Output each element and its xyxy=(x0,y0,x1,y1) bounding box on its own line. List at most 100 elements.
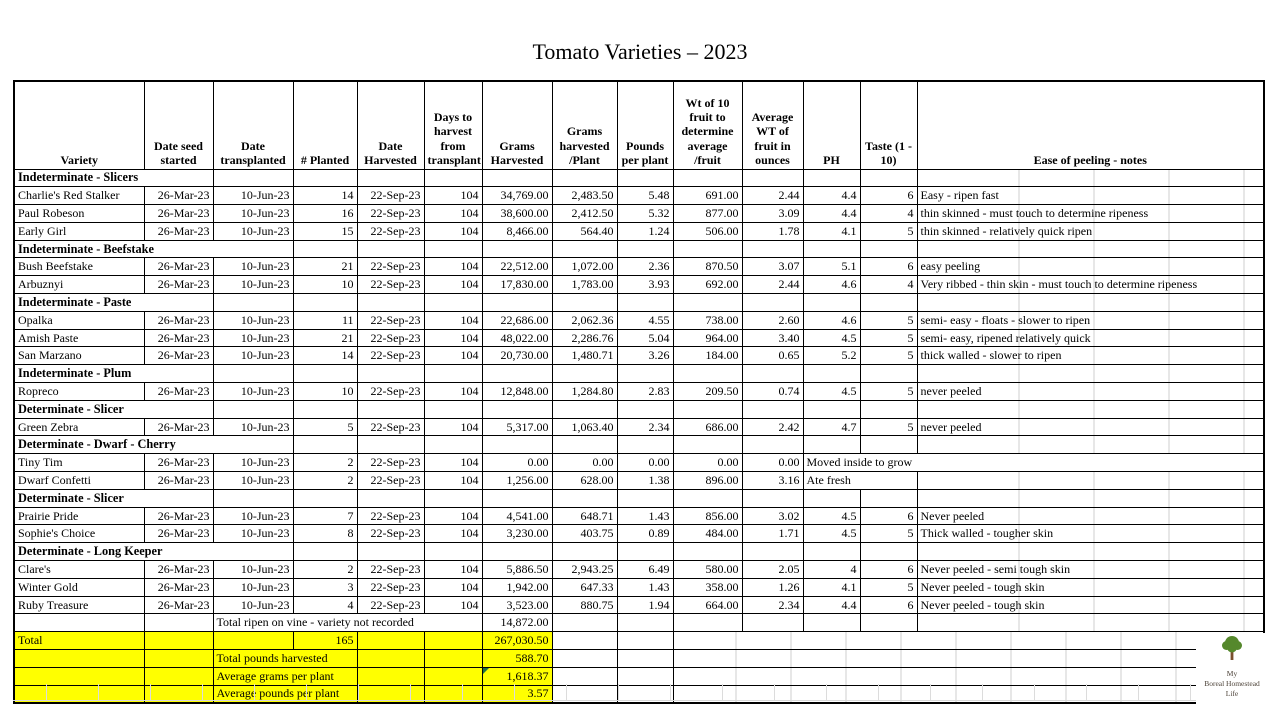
cell-pounds-per-plant[interactable]: 1.43 xyxy=(616,577,674,597)
column-header-days-to-harvest[interactable]: Days to harvest from transplant xyxy=(423,80,483,170)
cell-taste[interactable]: 5 xyxy=(859,221,918,241)
cell-grams-harvested[interactable]: 5,317.00 xyxy=(481,417,553,437)
cell-date-seed-started[interactable]: 26-Mar-23 xyxy=(143,346,214,366)
cell-date-seed-started[interactable]: 26-Mar-23 xyxy=(143,560,214,579)
column-header-grams-per-plant[interactable]: Grams harvested /Plant xyxy=(551,80,618,170)
cell-taste[interactable] xyxy=(859,364,918,384)
cell-grams-harvested[interactable]: 34,769.00 xyxy=(481,186,553,206)
cell-ph[interactable]: 5.2 xyxy=(802,346,861,366)
cell-variety[interactable]: Sophie's Choice xyxy=(13,524,145,544)
cell-date-transplanted[interactable]: 10-Jun-23 xyxy=(212,204,294,223)
column-header-pounds-per-plant[interactable]: Pounds per plant xyxy=(616,80,674,170)
cell-planted[interactable]: 21 xyxy=(292,257,358,277)
summary-value[interactable]: 588.70 xyxy=(481,649,553,668)
cell-pounds-per-plant[interactable] xyxy=(616,239,674,259)
column-header-variety[interactable]: Variety xyxy=(13,80,145,170)
cell-wt-10-fruit[interactable]: 896.00 xyxy=(672,471,743,490)
cell-avg-wt-oz[interactable]: 3.09 xyxy=(741,204,804,223)
cell-date-seed-started[interactable]: 26-Mar-23 xyxy=(143,417,214,437)
cell-pounds-per-plant[interactable]: 2.34 xyxy=(616,417,674,437)
cell-avg-wt-oz[interactable] xyxy=(741,613,804,633)
cell-pounds-per-plant[interactable]: 3.93 xyxy=(616,275,674,295)
cell-planted[interactable] xyxy=(292,364,358,384)
cell-date-harvested[interactable] xyxy=(356,649,425,668)
summary-label[interactable]: Total pounds harvested xyxy=(212,649,358,668)
column-header-notes[interactable]: Ease of peeling - notes xyxy=(916,80,1265,170)
cell-wt-10-fruit[interactable]: 686.00 xyxy=(672,417,743,437)
cell-grams-per-plant[interactable]: 2,286.76 xyxy=(551,328,618,348)
cell-days-to-harvest[interactable]: 104 xyxy=(423,310,483,330)
summary-value[interactable]: 1,618.37 xyxy=(481,666,553,686)
empty-grid-area[interactable] xyxy=(672,666,1265,686)
cell-wt-10-fruit[interactable] xyxy=(672,435,743,455)
cell-date-seed-started[interactable]: 26-Mar-23 xyxy=(143,204,214,223)
cell-wt-10-fruit[interactable]: 877.00 xyxy=(672,204,743,223)
cell-planted[interactable]: 11 xyxy=(292,310,358,330)
cell-date-seed-started[interactable]: 26-Mar-23 xyxy=(143,595,214,615)
cell-notes[interactable] xyxy=(916,364,1265,384)
cell-days-to-harvest[interactable] xyxy=(423,435,483,455)
cell-days-to-harvest[interactable] xyxy=(423,542,483,562)
cell-date-seed-started[interactable]: 26-Mar-23 xyxy=(143,257,214,277)
section-label[interactable]: Determinate - Long Keeper xyxy=(13,542,294,562)
cell-pounds-per-plant[interactable]: 1.24 xyxy=(616,221,674,241)
cell-variety[interactable]: Arbuznyi xyxy=(13,275,145,295)
cell-days-to-harvest[interactable] xyxy=(423,649,483,668)
cell-grams-per-plant[interactable] xyxy=(551,364,618,384)
cell-wt-10-fruit[interactable] xyxy=(672,293,743,312)
cell-date-transplanted[interactable] xyxy=(212,168,294,188)
cell-date-transplanted[interactable]: 10-Jun-23 xyxy=(212,524,294,544)
cell-wt-10-fruit[interactable]: 580.00 xyxy=(672,560,743,579)
cell-grams-harvested[interactable]: 12,848.00 xyxy=(481,382,553,401)
cell-date-transplanted[interactable]: 10-Jun-23 xyxy=(212,346,294,366)
cell-overflow-note[interactable]: Ate fresh xyxy=(802,471,918,490)
column-header-date-seed-started[interactable]: Date seed started xyxy=(143,80,214,170)
cell-notes[interactable]: Never peeled - semi tough skin xyxy=(916,560,1265,579)
cell-date-harvested[interactable]: 22-Sep-23 xyxy=(356,310,425,330)
cell-planted[interactable] xyxy=(292,435,358,455)
cell-avg-wt-oz[interactable] xyxy=(741,488,804,508)
cell-days-to-harvest[interactable] xyxy=(423,168,483,188)
cell-taste[interactable] xyxy=(859,399,918,419)
cell-days-to-harvest[interactable]: 104 xyxy=(423,453,483,473)
cell-date-transplanted[interactable]: 10-Jun-23 xyxy=(212,453,294,473)
cell-ph[interactable]: 4.7 xyxy=(802,417,861,437)
cell-days-to-harvest[interactable]: 104 xyxy=(423,257,483,277)
cell-notes[interactable] xyxy=(916,488,1265,508)
cell-variety[interactable] xyxy=(13,649,145,668)
cell-days-to-harvest[interactable] xyxy=(423,239,483,259)
cell-date-harvested[interactable] xyxy=(356,293,425,312)
cell-ph[interactable] xyxy=(802,399,861,419)
cell-wt-10-fruit[interactable]: 692.00 xyxy=(672,275,743,295)
cell-grams-per-plant[interactable]: 0.00 xyxy=(551,453,618,473)
cell-date-harvested[interactable] xyxy=(356,666,425,686)
cell-taste[interactable]: 6 xyxy=(859,560,918,579)
cell-date-seed-started[interactable]: 26-Mar-23 xyxy=(143,310,214,330)
cell-date-seed-started[interactable]: 26-Mar-23 xyxy=(143,382,214,401)
cell-avg-wt-oz[interactable] xyxy=(741,168,804,188)
cell-variety[interactable]: Dwarf Confetti xyxy=(13,471,145,490)
cell-taste[interactable]: 5 xyxy=(859,577,918,597)
cell-pounds-per-plant[interactable]: 1.38 xyxy=(616,471,674,490)
section-label[interactable]: Indeterminate - Paste xyxy=(13,293,214,312)
cell-avg-wt-oz[interactable]: 0.00 xyxy=(741,453,804,473)
cell-avg-wt-oz[interactable] xyxy=(741,399,804,419)
cell-notes[interactable] xyxy=(916,399,1265,419)
cell-planted[interactable]: 2 xyxy=(292,560,358,579)
cell-taste[interactable]: 5 xyxy=(859,310,918,330)
cell-date-seed-started[interactable]: 26-Mar-23 xyxy=(143,453,214,473)
cell-grams-harvested[interactable]: 48,022.00 xyxy=(481,328,553,348)
cell-grams-harvested[interactable] xyxy=(481,488,553,508)
cell-planted[interactable]: 3 xyxy=(292,577,358,597)
cell-variety[interactable]: Paul Robeson xyxy=(13,204,145,223)
cell-taste[interactable]: 4 xyxy=(859,204,918,223)
cell-taste[interactable] xyxy=(859,168,918,188)
cell-taste[interactable]: 6 xyxy=(859,186,918,206)
cell-ph[interactable]: 4.5 xyxy=(802,328,861,348)
cell-notes[interactable]: thick walled - slower to ripen xyxy=(916,346,1265,366)
cell-days-to-harvest[interactable]: 104 xyxy=(423,382,483,401)
cell-pounds-per-plant[interactable] xyxy=(616,435,674,455)
cell-grams-per-plant[interactable]: 1,063.40 xyxy=(551,417,618,437)
cell-grams-harvested[interactable]: 5,886.50 xyxy=(481,560,553,579)
cell-ph[interactable]: 4 xyxy=(802,560,861,579)
